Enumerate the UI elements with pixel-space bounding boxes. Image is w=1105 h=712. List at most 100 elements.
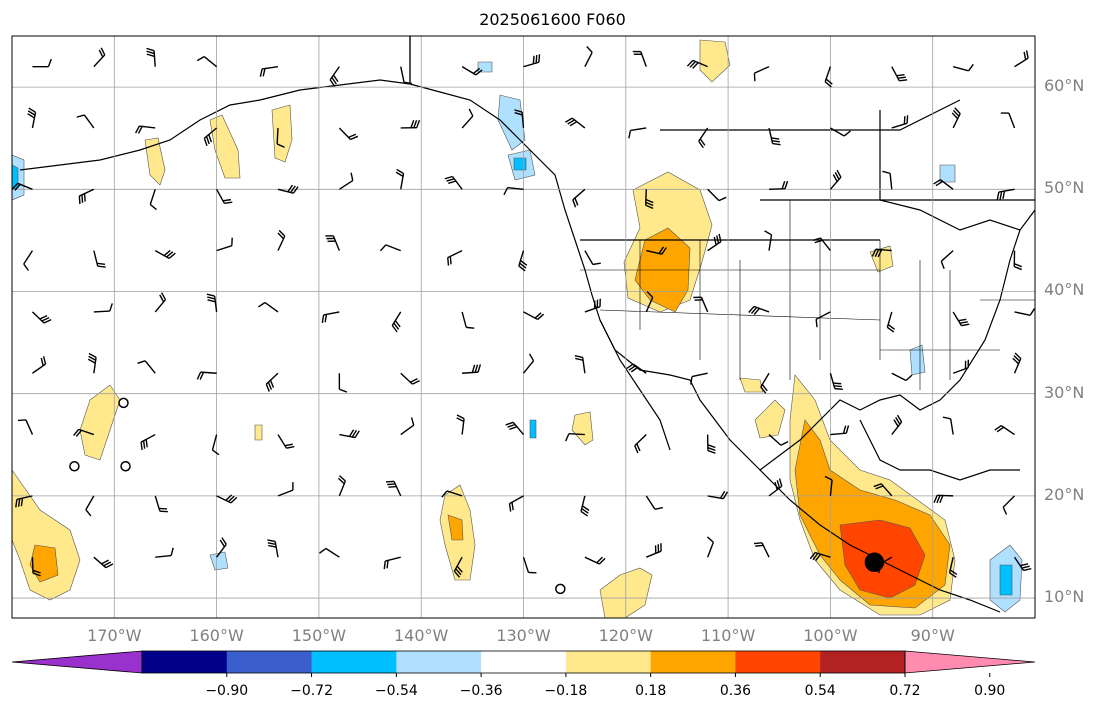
calm-wind-marker [555,583,566,595]
wind-barb [338,172,354,190]
wind-barb [626,363,647,374]
wind-barb [882,170,893,190]
wind-barb [584,250,601,266]
wind-barb [73,428,95,437]
coastline [759,209,1035,471]
colorbar-tick-label: 0.18 [635,683,667,699]
shaded-region [271,104,293,163]
map-frame [11,35,1036,619]
wind-barb [572,188,586,208]
colorbar-tick-label: −0.36 [459,683,503,699]
wind-barb [768,434,789,446]
wind-barb [565,433,585,442]
wind-barb [149,189,157,211]
wind-barb [196,55,218,68]
shaded-region [447,514,464,541]
calm-wind-marker [69,460,80,472]
shaded-region [497,94,526,151]
wind-barb [196,371,217,380]
wind-barbs [12,46,1035,578]
wind-barb [891,372,913,382]
wind-barb [748,305,770,315]
wind-barb [462,364,482,374]
wind-barb [753,66,770,82]
wind-barb [140,433,156,451]
wind-barb [385,480,402,497]
wind-barb [645,543,662,558]
wind-barb [15,495,33,508]
wind-barb [951,107,961,129]
wind-barb [994,425,1015,436]
wind-barb [764,230,773,251]
wind-barb [276,127,285,148]
wind-barb [78,188,95,205]
wind-barb [693,296,709,313]
wind-barb [768,180,789,190]
wind-barb [27,107,37,129]
wind-barb [23,250,34,271]
lon-label: 130°W [496,626,551,645]
wind-barb [137,360,156,374]
wind-barb [257,301,279,313]
wind-barb [871,248,892,258]
wind-barb [574,354,586,374]
wind-barb [829,169,842,190]
wind-barb [952,311,970,327]
wind-barb [948,557,958,578]
wind-barb [645,189,654,210]
wind-barb [891,66,908,82]
wind-barb [93,303,113,313]
wind-barb [952,359,970,374]
wind-barb [706,434,716,454]
wind-barb [216,537,227,558]
colorbar-tick-label: 0.90 [974,683,1006,699]
wind-barb [584,298,601,313]
wind-barb [760,372,770,394]
wind-barb [707,188,727,202]
shaded-region [939,164,956,183]
lon-label: 170°W [87,626,142,645]
colorbar-frame [141,650,906,674]
shaded-region [12,469,81,601]
shaded-region [254,424,263,441]
wind-barb [707,233,722,252]
colorbar-segment [142,651,228,673]
colorbar [11,650,1036,677]
coastline [660,99,961,131]
wind-barb [400,66,413,85]
lon-label: 150°W [291,626,347,645]
wind-barb [456,414,465,435]
colorbar-tick-label: 0.54 [804,683,836,699]
shaded-region [909,344,926,376]
wind-barb [933,494,954,504]
wind-barb [508,495,524,512]
wind-barb [146,47,156,67]
wind-barb [942,416,954,435]
wind-barb [87,352,97,374]
wind-barb [886,311,895,333]
wind-barb [31,311,52,324]
wind-barb [646,246,667,255]
lon-label: 110°W [700,626,756,645]
lon-label: 100°W [803,626,858,645]
colorbar-segment [226,651,313,673]
wind-barb [518,250,528,272]
wind-barb [933,179,954,190]
shaded-region [739,377,764,393]
wind-barb [441,490,463,498]
colorbar-extend-low [11,650,143,674]
wind-barb [215,188,233,204]
lat-label: 30°N [1044,382,1085,402]
wind-barb [768,478,783,497]
wind-barb [707,490,729,500]
shaded-region [79,384,121,461]
wind-barb [753,542,770,558]
shaded-region [869,245,894,273]
wind-barb [32,58,52,68]
lat-label: 20°N [1044,484,1085,504]
wind-barb [686,59,708,69]
markers [69,397,885,595]
lat-label: 50°N [1044,178,1085,198]
wind-barb [447,249,463,266]
